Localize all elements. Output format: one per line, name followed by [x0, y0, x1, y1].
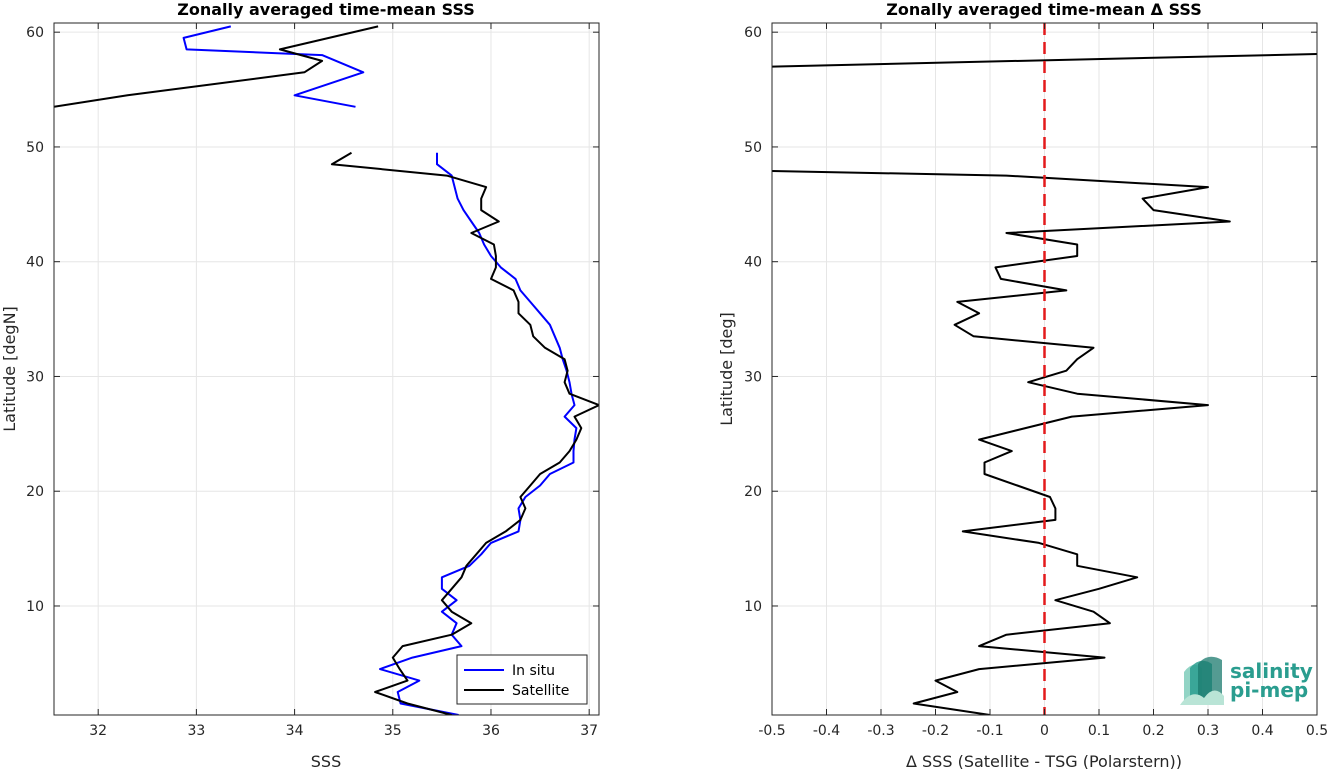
- x-tick-label: -0.1: [976, 723, 1003, 739]
- left-x-axis-label: SSS: [311, 752, 341, 769]
- series-line-in-situ: [379, 152, 578, 715]
- y-tick-label: 20: [744, 484, 762, 500]
- logo-wave-icon: [1180, 656, 1224, 705]
- right-y-axis-label: Latitude [deg]: [717, 312, 736, 426]
- x-tick-label: 0.5: [1306, 723, 1328, 739]
- x-tick-label: 0.2: [1142, 723, 1164, 739]
- y-tick-label: 20: [26, 484, 44, 500]
- right-series-lines: [772, 23, 1317, 715]
- left-gridlines: [54, 23, 599, 715]
- series-line-satellite: [54, 25, 379, 108]
- y-tick-label: 40: [26, 255, 44, 271]
- left-y-axis-label: Latitude [degN]: [0, 306, 19, 432]
- x-tick-label: 33: [187, 723, 205, 739]
- plot-area: [772, 23, 1317, 715]
- left-plot-frame: [53, 22, 600, 716]
- series-line-series-0: [772, 170, 1231, 715]
- x-tick-label: -0.5: [758, 723, 785, 739]
- y-tick-label: 40: [744, 255, 762, 271]
- x-tick-label: 36: [482, 723, 500, 739]
- right-panel-delta-sss: Zonally averaged time-mean Δ SSS -0.5 -0.…: [717, 0, 1328, 769]
- left-tick-labels: 32 33 34 35 36 37 10 20 30 40 50 60: [26, 23, 599, 739]
- right-chart-title: Zonally averaged time-mean Δ SSS: [886, 0, 1202, 19]
- y-tick-label: 60: [744, 25, 762, 41]
- legend: In situ Satellite: [456, 654, 588, 705]
- legend-label-satellite: Satellite: [512, 683, 569, 699]
- y-tick-label: 30: [744, 369, 762, 385]
- y-tick-label: 10: [26, 599, 44, 615]
- series-line-satellite: [330, 151, 599, 715]
- series-line-series-0: [772, 53, 1317, 68]
- x-tick-label: 0: [1040, 723, 1049, 739]
- x-tick-label: 0.4: [1251, 723, 1273, 739]
- salinity-pi-mep-logo: salinity pi-mep: [1180, 656, 1313, 705]
- left-panel-sss: Zonally averaged time-mean SSS 32 33 34 35 3…: [0, 0, 600, 769]
- logo-text-line1: salinity: [1230, 659, 1313, 683]
- y-tick-label: 50: [744, 140, 762, 156]
- x-tick-label: 32: [89, 723, 107, 739]
- x-tick-label: 35: [384, 723, 402, 739]
- y-tick-label: 60: [26, 25, 44, 41]
- left-series-lines: [54, 25, 599, 715]
- y-tick-label: 30: [26, 369, 44, 385]
- legend-label-in-situ: In situ: [512, 663, 555, 679]
- y-tick-label: 10: [744, 599, 762, 615]
- logo-text-line2: pi-mep: [1230, 678, 1308, 702]
- x-tick-label: 0.1: [1088, 723, 1110, 739]
- x-tick-label: -0.2: [922, 723, 949, 739]
- x-tick-label: 37: [580, 723, 598, 739]
- left-chart-title: Zonally averaged time-mean SSS: [177, 0, 475, 19]
- x-tick-label: 34: [286, 723, 304, 739]
- legend-box: [456, 654, 588, 705]
- x-tick-label: 0.3: [1197, 723, 1219, 739]
- right-tick-labels: -0.5 -0.4 -0.3 -0.2 -0.1 0 0.1 0.2 0.3 0.4 0.5 10 20…: [744, 23, 1328, 739]
- y-tick-label: 50: [26, 140, 44, 156]
- plot-area: [54, 25, 599, 715]
- x-tick-label: -0.4: [813, 723, 840, 739]
- x-tick-label: -0.3: [867, 723, 894, 739]
- series-line-in-situ: [182, 25, 365, 108]
- right-x-axis-label: Δ SSS (Satellite - TSG (Polarstern)): [906, 752, 1182, 769]
